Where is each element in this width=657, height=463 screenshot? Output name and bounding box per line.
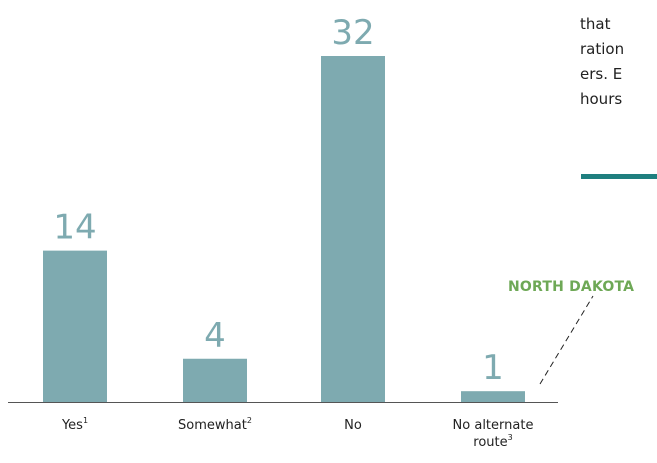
annotation-leader-line [539, 295, 594, 385]
bar-value-label: 4 [204, 316, 226, 356]
annotation-label-north-dakota: NORTH DAKOTA [508, 279, 635, 295]
side-text-line: ration [580, 40, 625, 58]
side-text-line: that [580, 15, 611, 33]
bar-value-label: 14 [53, 208, 96, 248]
category-label: No alternate route3 [453, 418, 534, 450]
bar-yes [43, 250, 107, 402]
category-label: Yes1 [61, 416, 88, 433]
bar-somewhat [183, 358, 247, 402]
bar-value-label: 32 [331, 13, 374, 53]
bar-value-label: 1 [482, 348, 504, 388]
bar-no [321, 56, 385, 402]
section-divider-rule [581, 174, 657, 179]
bar-no-alternate-route [461, 391, 525, 402]
side-text-line: hours [580, 90, 623, 108]
category-label: Somewhat2 [178, 416, 252, 433]
category-label: No [344, 418, 362, 433]
truncated-side-text: that ration ers. E hours [580, 12, 657, 112]
side-text-line: ers. E [580, 65, 623, 83]
